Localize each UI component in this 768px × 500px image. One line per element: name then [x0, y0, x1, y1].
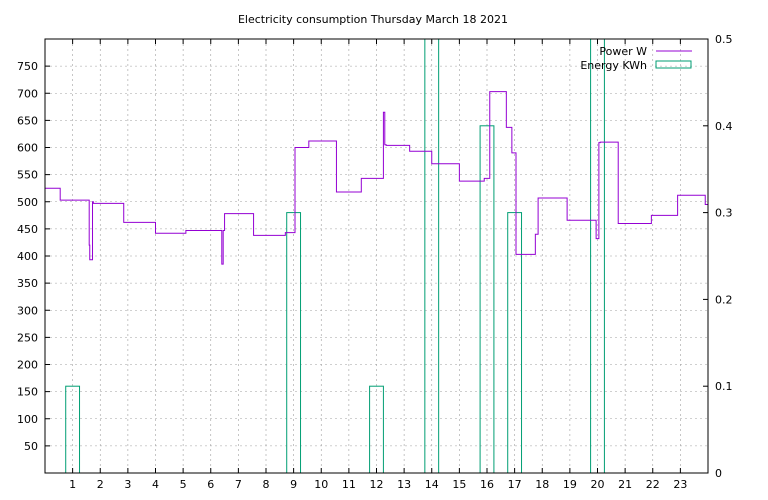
y-tick-label: 750: [17, 60, 38, 73]
y2-axis: 0 0.1 0.2 0.3 0.4 0.5: [703, 33, 733, 480]
legend-swatch-energy: [655, 60, 692, 69]
y-tick-label: 150: [17, 386, 38, 399]
x-tick-label: 23: [673, 478, 687, 491]
energy-bar: [507, 212, 523, 474]
x-tick-label: 21: [618, 478, 632, 491]
y-tick-label: 400: [17, 250, 38, 263]
y-tick-label: 250: [17, 331, 38, 344]
y2-tick-label: 0.3: [715, 207, 733, 220]
x-tick-label: 7: [235, 478, 242, 491]
y-tick-label: 200: [17, 359, 38, 372]
x-tick-label: 15: [452, 478, 466, 491]
y-tick-label: 700: [17, 87, 38, 100]
x-tick-label: 13: [397, 478, 411, 491]
legend: Power W Energy KWh: [580, 45, 692, 72]
x-tick-label: 4: [152, 478, 159, 491]
x-tick-label: 22: [646, 478, 660, 491]
x-tick-label: 20: [591, 478, 605, 491]
grid: [45, 39, 708, 473]
y-tick-label: 550: [17, 169, 38, 182]
y-tick-label: 450: [17, 223, 38, 236]
chart-title: Electricity consumption Thursday March 1…: [238, 13, 508, 26]
y-tick-label: 600: [17, 142, 38, 155]
x-tick-label: 17: [508, 478, 522, 491]
y-tick-label: 500: [17, 196, 38, 209]
y-tick-label: 350: [17, 277, 38, 290]
x-tick-label: 1: [69, 478, 76, 491]
y2-tick-label: 0: [715, 467, 722, 480]
y2-tick-label: 0.1: [715, 380, 733, 393]
power-series-line: [45, 91, 708, 265]
x-tick-label: 6: [207, 478, 214, 491]
y-tick-label: 300: [17, 304, 38, 317]
y2-tick-label: 0.5: [715, 33, 733, 46]
y-tick-label: 100: [17, 413, 38, 426]
x-tick-label: 14: [425, 478, 439, 491]
energy-bar: [286, 212, 302, 474]
x-tick-label: 11: [342, 478, 356, 491]
y-tick-label: 50: [24, 440, 38, 453]
x-tick-label: 5: [180, 478, 187, 491]
x-tick-label: 3: [124, 478, 131, 491]
x-tick-label: 10: [314, 478, 328, 491]
x-tick-label: 16: [480, 478, 494, 491]
x-tick-label: 19: [563, 478, 577, 491]
legend-label-energy: Energy KWh: [580, 59, 647, 72]
y2-tick-label: 0.2: [715, 293, 733, 306]
legend-label-power: Power W: [599, 45, 647, 58]
x-tick-label: 2: [97, 478, 104, 491]
x-axis: 1 2 3 4 5 6 7 8 9 10 11 12 13 14 15 16 17 18 19 20 21 22 23: [69, 39, 687, 491]
x-tick-label: 9: [290, 478, 297, 491]
x-tick-label: 12: [370, 478, 384, 491]
y-tick-label: 650: [17, 114, 38, 127]
x-tick-label: 18: [535, 478, 549, 491]
y2-tick-label: 0.4: [715, 120, 733, 133]
x-tick-label: 8: [263, 478, 270, 491]
y-axis: 50 100 150 200 250 300 350 400 450 500 550 600 650 70…: [17, 60, 50, 453]
